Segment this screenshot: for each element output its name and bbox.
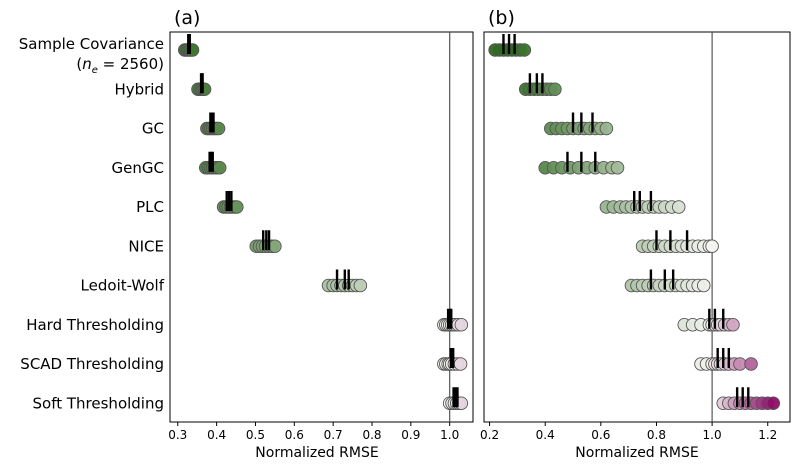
x-tick-label: 0.3 [168,428,187,442]
panel-a-title: (a) [174,7,200,29]
x-tick-label: 0.7 [324,428,343,442]
data-point [353,278,368,293]
series-ledoit-wolf [321,269,368,293]
plot-frame [483,31,791,423]
data-point [548,82,562,96]
series-scad-thresholding [694,348,758,371]
series-plc [599,191,686,214]
panel-a-xlabel: Normalized RMSE [255,445,378,461]
x-tick-label: 0.6 [285,428,304,442]
panel-a: (a) 0.3 0.4 0.5 0.6 0.7 0.8 0.9 1.0 Normalized … [168,7,474,461]
series-soft-thresholding [716,387,781,411]
panel-b-xlabel: Normalized RMSE [575,445,698,461]
series-gc [200,112,226,136]
x-tick-label: 1.0 [440,428,459,442]
data-point [766,396,781,411]
x-tick-label: 0.6 [591,428,610,442]
data-point [453,357,468,371]
category-label: Ledoit-Wolf [81,277,165,295]
x-tick-label: 1.0 [703,428,722,442]
data-point [726,318,740,332]
series-ledoit-wolf [624,269,711,293]
series-sample-covariance [488,34,532,57]
category-label: Hard Thresholding [26,316,164,334]
series-nice [249,230,282,253]
data-point [697,278,711,293]
category-label: Sample Covariance [19,35,164,53]
category-label: Soft Thresholding [33,394,164,412]
series-gc [544,112,614,136]
x-tick-label: 0.8 [647,428,666,442]
x-tick-label: 0.4 [207,428,226,442]
category-label: SCAD Thresholding [20,355,164,373]
plot-frame [169,31,474,423]
x-tick-label: 1.2 [758,428,777,442]
data-point [599,121,614,136]
series-nice [635,230,719,253]
data-point [212,160,227,175]
data-point [671,200,686,214]
series-sample-covariance [178,34,200,57]
category-label: GC [142,120,164,138]
series-soft-thresholding [442,387,469,411]
series-gengc [538,151,625,175]
x-tick-label: 0.5 [246,428,265,442]
category-labels: Sample Covariance (ne = 2560) Hybrid GC GenG… [19,35,165,412]
series-hard-thresholding [437,308,469,332]
x-tick-label: 0.2 [480,428,499,442]
series-hard-thresholding [677,308,740,332]
data-point [517,43,532,57]
series-hybrid [518,73,562,96]
x-tick-label: 0.8 [362,428,381,442]
category-sublabel: (ne = 2560) [76,55,164,76]
category-label: GenGC [112,159,164,177]
data-point [268,239,282,253]
panel-b-title: (b) [488,7,515,29]
x-tick-label: 0.9 [401,428,420,442]
series-plc [216,191,244,214]
series-gengc [198,151,227,175]
category-label: Hybrid [114,80,164,98]
category-label: NICE [128,237,164,255]
data-point [454,318,469,332]
data-point [705,239,719,253]
panel-b: (b) 0.2 0.4 0.6 0.8 1.0 1.2 Normalized RMSE [480,7,791,461]
series-scad-thresholding [437,348,468,371]
data-point [610,160,625,175]
series-hybrid [191,73,212,96]
category-label: PLC [136,198,164,216]
x-tick-label: 0.4 [536,428,555,442]
data-point [744,357,758,371]
